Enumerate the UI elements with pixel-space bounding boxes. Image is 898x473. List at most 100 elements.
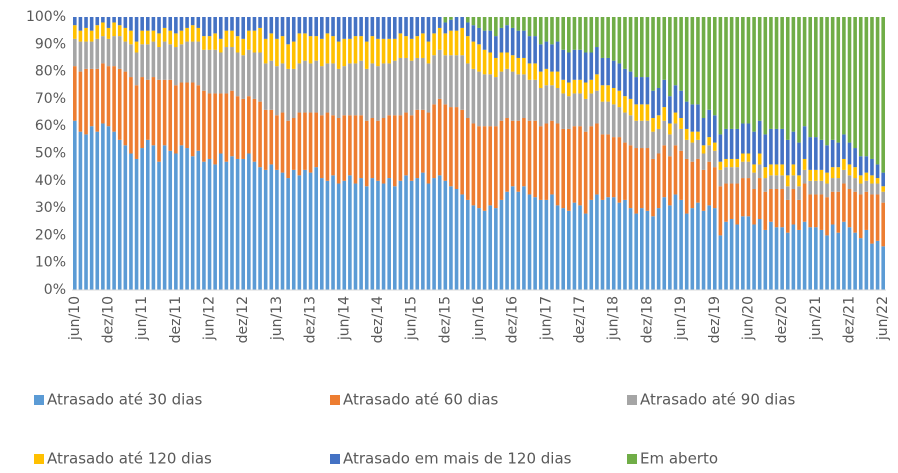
bar-segment [853, 167, 857, 179]
bar-segment [376, 17, 380, 39]
bar-segment [258, 101, 262, 168]
bar-segment [252, 30, 257, 53]
bar-segment [533, 197, 537, 290]
bar-segment [875, 17, 880, 165]
bar-segment [595, 123, 599, 195]
bar-segment [589, 93, 594, 127]
bar-segment [606, 57, 610, 86]
bar-segment [348, 175, 352, 290]
bar-segment [353, 17, 358, 37]
bar-segment [320, 115, 324, 179]
bar-segment [774, 164, 779, 176]
bar-segment [280, 36, 285, 64]
bar-segment [145, 139, 150, 290]
bar-segment [656, 128, 661, 154]
bar-segment [140, 17, 144, 31]
bar-segment [870, 175, 874, 184]
bar-segment [174, 17, 178, 34]
bar-segment [679, 90, 683, 119]
bar-segment [623, 142, 627, 200]
bar-segment [196, 41, 201, 86]
bar-segment [258, 17, 262, 28]
bar-segment [735, 224, 740, 290]
bar-segment [364, 120, 369, 187]
bar-segment [359, 36, 363, 61]
bar-segment [808, 17, 813, 138]
bar-segment [78, 41, 83, 72]
bar-segment [819, 229, 824, 290]
bar-segment [235, 52, 240, 97]
bar-segment [314, 167, 318, 290]
bar-segment [791, 188, 796, 225]
bar-segment [679, 150, 683, 200]
bar-segment [791, 164, 796, 176]
bar-segment [426, 41, 431, 64]
bar-segment [106, 27, 111, 39]
bar-segment [668, 96, 672, 124]
bar-segment [808, 137, 813, 170]
y-tick-label: 10% [35, 255, 66, 271]
bar-segment [471, 41, 476, 69]
bar-segment [331, 17, 335, 37]
bar-segment [875, 183, 880, 195]
bar-segment [168, 30, 173, 45]
bar-segment [190, 17, 195, 26]
bar-segment [308, 36, 313, 64]
bar-segment [224, 47, 229, 94]
bar-segment [741, 17, 745, 124]
bar-segment [73, 17, 77, 26]
bar-segment [522, 186, 526, 290]
bar-segment [724, 128, 728, 159]
bar-segment [179, 30, 184, 45]
bar-segment [145, 30, 150, 45]
bar-segment [404, 112, 408, 176]
bar-segment [437, 49, 442, 99]
bar-segment [735, 167, 740, 184]
bar-segment [881, 202, 885, 247]
bar-segment [106, 126, 111, 290]
bar-segment [398, 57, 403, 116]
bar-segment [89, 17, 94, 31]
bar-segment [263, 63, 268, 110]
bar-segment [449, 30, 453, 56]
bar-segment [774, 188, 779, 228]
bar-segment [342, 180, 347, 290]
bar-segment [561, 93, 566, 129]
bar-segment [522, 57, 526, 75]
bar-segment [308, 63, 313, 113]
bar-segment [589, 52, 594, 80]
bar-segment [791, 17, 796, 132]
bar-segment [348, 38, 352, 64]
bar-segment [505, 118, 509, 192]
bar-segment [510, 186, 515, 290]
bar-segment [73, 66, 77, 121]
bar-segment [842, 221, 846, 290]
bar-segment [106, 66, 111, 127]
bar-segment [572, 17, 577, 50]
bar-segment [112, 66, 116, 132]
bar-segment [814, 227, 818, 290]
bar-segment [336, 17, 341, 42]
bar-segment [769, 17, 773, 129]
bar-segment [179, 44, 184, 83]
bar-segment [701, 210, 706, 290]
bar-segment [151, 30, 156, 42]
bar-segment [684, 139, 689, 159]
bar-segment [600, 199, 605, 290]
bar-segment [207, 36, 212, 50]
y-tick-label: 90% [35, 36, 66, 52]
bar-segment [112, 17, 116, 23]
bar-segment [269, 17, 274, 34]
bar-segment [769, 175, 773, 189]
bar-segment [606, 101, 610, 135]
bar-segment [409, 115, 414, 181]
bar-segment [202, 17, 206, 37]
x-tick-label: jun/14 [336, 296, 352, 341]
bar-segment [101, 123, 105, 290]
bar-segment [95, 68, 100, 132]
x-tick-label: jun/12 [202, 296, 218, 341]
bar-segment [151, 41, 156, 78]
bar-segment [314, 17, 318, 37]
bar-segment [836, 191, 841, 233]
bar-segment [830, 178, 835, 192]
